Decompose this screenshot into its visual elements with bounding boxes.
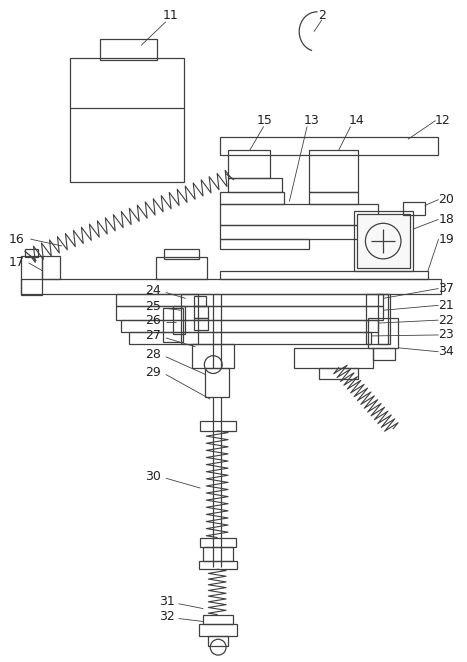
Bar: [199, 561, 237, 569]
Bar: [42, 256, 60, 279]
Bar: [309, 192, 359, 203]
Text: 31: 31: [159, 595, 175, 608]
Text: 15: 15: [257, 114, 273, 127]
Bar: [220, 203, 378, 225]
Bar: [129, 332, 371, 344]
Bar: [294, 348, 373, 367]
Bar: [356, 214, 410, 267]
Bar: [164, 249, 199, 259]
Text: 28: 28: [145, 348, 161, 361]
Bar: [200, 538, 236, 547]
Bar: [228, 178, 283, 192]
Text: 27: 27: [145, 330, 161, 342]
Bar: [368, 318, 398, 348]
Bar: [121, 320, 378, 332]
Bar: [116, 307, 383, 320]
Text: 21: 21: [439, 299, 454, 312]
Bar: [208, 636, 228, 646]
Bar: [403, 201, 425, 215]
Text: 25: 25: [145, 300, 161, 313]
Text: 14: 14: [349, 114, 364, 127]
Text: 32: 32: [159, 610, 175, 623]
Bar: [199, 624, 237, 636]
Text: 19: 19: [439, 232, 454, 246]
Bar: [21, 256, 42, 295]
Bar: [228, 150, 269, 178]
Bar: [173, 307, 184, 334]
Bar: [24, 249, 38, 257]
Text: 23: 23: [439, 328, 454, 342]
Bar: [21, 279, 440, 295]
Text: 2: 2: [318, 9, 326, 23]
Bar: [309, 150, 359, 192]
Bar: [70, 58, 184, 182]
Text: 18: 18: [439, 213, 454, 226]
Text: 22: 22: [439, 314, 454, 326]
Bar: [203, 547, 233, 561]
Text: 13: 13: [303, 114, 319, 127]
Bar: [200, 421, 236, 431]
Bar: [116, 295, 383, 307]
Bar: [163, 308, 183, 342]
Bar: [378, 295, 390, 344]
Text: 37: 37: [439, 282, 454, 295]
Bar: [319, 367, 359, 379]
Text: 34: 34: [439, 346, 454, 358]
Text: 24: 24: [145, 284, 161, 297]
Bar: [205, 367, 229, 397]
Bar: [373, 348, 395, 359]
Text: 17: 17: [9, 256, 25, 269]
Bar: [220, 271, 428, 279]
Bar: [220, 239, 309, 249]
Text: 26: 26: [145, 314, 161, 326]
Bar: [220, 192, 284, 203]
Bar: [181, 295, 198, 344]
Text: 16: 16: [9, 232, 24, 246]
Bar: [194, 318, 208, 330]
Text: 11: 11: [163, 9, 179, 23]
Bar: [367, 295, 388, 344]
Bar: [194, 307, 208, 318]
Bar: [220, 225, 378, 239]
Bar: [354, 211, 413, 271]
Bar: [203, 614, 233, 624]
Text: 29: 29: [145, 366, 161, 379]
Bar: [192, 344, 234, 367]
Bar: [220, 137, 438, 155]
Text: 12: 12: [435, 114, 450, 127]
Text: 30: 30: [145, 470, 161, 483]
Bar: [99, 38, 157, 60]
Bar: [194, 297, 206, 307]
Bar: [156, 257, 207, 279]
Text: 20: 20: [439, 193, 454, 206]
